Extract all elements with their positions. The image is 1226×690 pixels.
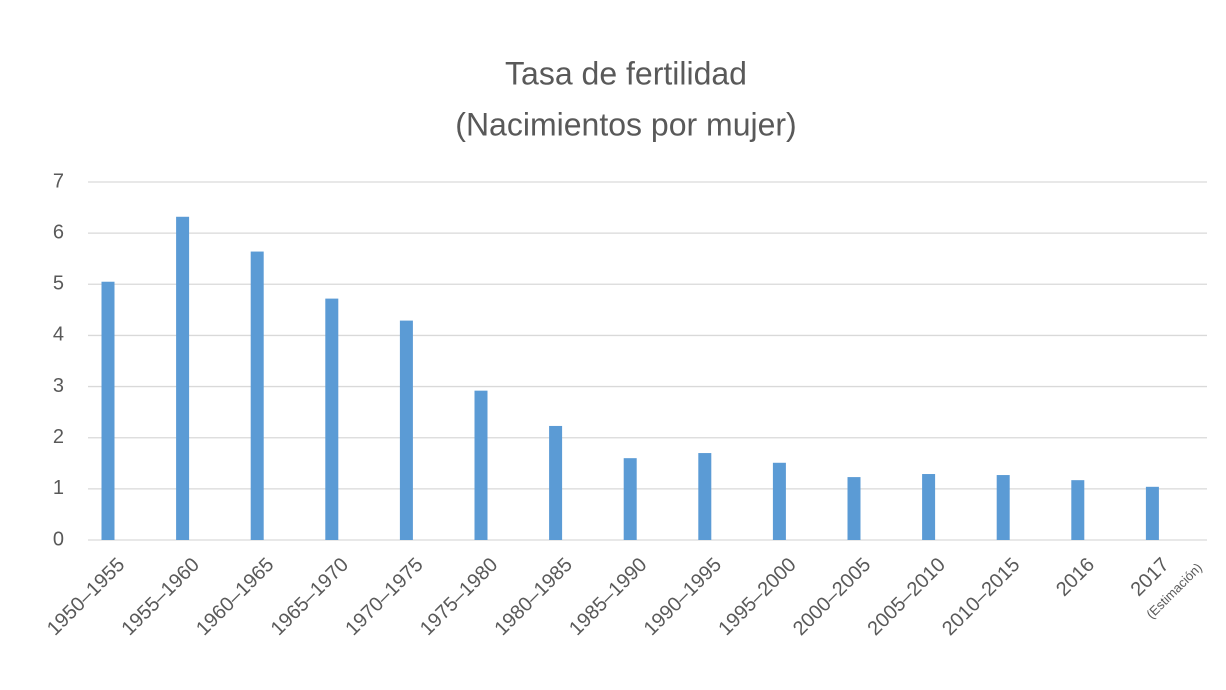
y-tick-label: 5 [53, 273, 64, 295]
x-tick-label: 1985–1990 [565, 554, 651, 640]
bar [772, 462, 786, 540]
bar [176, 216, 190, 540]
x-tick-label: 2010–2015 [938, 554, 1024, 640]
bar [549, 425, 563, 540]
y-tick-label: 7 [53, 170, 64, 192]
x-tick-label: 1960–1965 [192, 554, 278, 640]
x-tick-label: 1965–1970 [267, 554, 353, 640]
x-tick-label: 1990–1995 [640, 554, 726, 640]
bar [101, 281, 115, 540]
x-tick-label: 1975–1980 [416, 554, 502, 640]
y-tick-label: 0 [53, 528, 64, 550]
bar [698, 453, 712, 540]
x-tick-label: 2000–2005 [789, 554, 875, 640]
bar [1145, 486, 1159, 540]
chart-subtitle: (Nacimientos por mujer) [455, 106, 796, 142]
y-tick-label: 3 [53, 375, 64, 397]
y-tick-label: 1 [53, 477, 64, 499]
bar [996, 475, 1010, 540]
bar [847, 477, 861, 540]
bar [623, 458, 637, 540]
y-tick-label: 2 [53, 426, 64, 448]
x-tick-label: 1980–1985 [491, 554, 577, 640]
bar [399, 320, 413, 540]
bar [474, 390, 488, 540]
x-tick-label: 1950–1955 [43, 554, 129, 640]
x-tick-label: 1995–2000 [714, 554, 800, 640]
x-tick-label: 2016 [1052, 554, 1099, 601]
x-tick-label: 1970–1975 [341, 554, 427, 640]
bar [1071, 480, 1085, 540]
y-tick-label: 6 [53, 221, 64, 243]
x-tick-label: 1955–1960 [118, 554, 204, 640]
bar [250, 251, 264, 540]
bar [325, 298, 339, 540]
bar [922, 474, 936, 540]
chart-title: Tasa de fertilidad [505, 55, 747, 91]
x-tick-label: 2005–2010 [864, 554, 950, 640]
y-tick-label: 4 [53, 324, 64, 346]
